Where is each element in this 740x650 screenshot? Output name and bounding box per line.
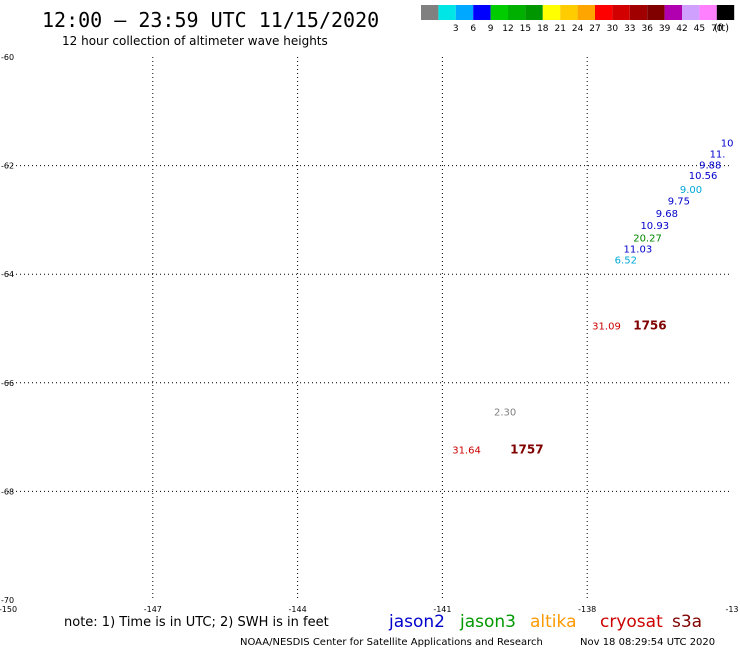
wave-height-point: 6.52 — [615, 255, 637, 266]
scale-swatch — [612, 5, 630, 20]
y-tick-label: -70 — [1, 596, 14, 605]
pass-number-label: 1756 — [633, 319, 666, 333]
scale-label: 3 — [453, 24, 459, 34]
scale-label: 27 — [589, 24, 600, 34]
scale-label: 42 — [676, 24, 687, 34]
wave-height-point: 9.75 — [668, 197, 690, 208]
scale-label: 30 — [607, 24, 619, 34]
axis-ticks: -150 -147 -144 -141 -138 -13 -60 -62 -64 -66 -68 -7… — [0, 53, 739, 614]
scale-label: 9 — [488, 24, 494, 34]
x-tick-label: -138 — [578, 605, 596, 614]
wave-height-point: 10.56 — [689, 171, 718, 182]
y-tick-label: -60 — [1, 53, 14, 62]
map-grid — [8, 57, 732, 600]
scale-swatch — [525, 5, 543, 20]
x-tick-label: -141 — [433, 605, 451, 614]
satellite-legend-item: altika — [530, 612, 577, 632]
x-tick-label: -147 — [144, 605, 162, 614]
scale-swatch — [699, 5, 717, 20]
scale-label: 70 — [711, 24, 723, 34]
wave-height-point: 20.27 — [633, 234, 662, 245]
satellite-legend-item: cryosat — [600, 612, 663, 632]
footer-note: note: 1) Time is in UTC; 2) SWH is in fe… — [64, 615, 329, 630]
pass-number-label: 1757 — [510, 442, 543, 456]
wave-height-point: 31.64 — [452, 445, 481, 456]
x-tick-label: -144 — [289, 605, 307, 614]
color-scale-legend: 3 6 9 12 15 18 21 24 27 30 33 36 39 42 45 70 — [421, 5, 735, 34]
y-tick-label: -62 — [1, 162, 14, 171]
wave-height-point: 2.30 — [494, 407, 516, 418]
wave-height-point: 11. — [710, 149, 726, 160]
scale-label: 36 — [641, 24, 653, 34]
wave-height-point: 11.03 — [624, 244, 653, 255]
scale-label: 45 — [694, 24, 705, 34]
scale-label: 18 — [537, 24, 549, 34]
x-tick-label: -150 — [0, 605, 17, 614]
scale-swatch — [595, 5, 613, 20]
satellite-legend: jason2 jason3 altika cryosat s3a — [388, 612, 702, 632]
scale-swatch — [438, 5, 456, 20]
wave-height-point: 9.88 — [699, 160, 721, 171]
scale-swatch — [490, 5, 508, 20]
scale-swatch — [421, 5, 439, 20]
scale-label: 39 — [659, 24, 671, 34]
wave-height-point: 9.00 — [680, 185, 702, 196]
wave-height-point: 31.09 — [592, 322, 621, 333]
wave-height-point: 10 — [721, 139, 734, 150]
footer-timestamp: Nov 18 08:29:54 UTC 2020 — [580, 637, 715, 648]
scale-unit: (ft) — [714, 23, 729, 34]
scale-swatch — [577, 5, 595, 20]
chart-title: 12:00 – 23:59 UTC 11/15/2020 — [42, 8, 379, 32]
scale-label: 12 — [502, 24, 513, 34]
scale-swatch — [542, 5, 561, 20]
scale-swatch — [629, 5, 648, 20]
satellite-legend-item: s3a — [672, 612, 702, 632]
wave-height-point: 10.93 — [640, 221, 669, 232]
footer-credit: NOAA/NESDIS Center for Satellite Applica… — [240, 637, 543, 648]
wave-height-point: 9.68 — [656, 209, 678, 220]
y-tick-label: -68 — [1, 487, 14, 496]
scale-label: 15 — [520, 24, 531, 34]
scale-label: 33 — [624, 24, 635, 34]
scale-swatch — [560, 5, 578, 20]
scale-swatch — [647, 5, 665, 20]
chart-subtitle: 12 hour collection of altimeter wave hei… — [62, 34, 328, 48]
scale-swatch — [473, 5, 491, 20]
scale-swatch — [682, 5, 700, 20]
scale-swatch — [455, 5, 474, 20]
scale-swatch — [664, 5, 682, 20]
scale-swatch — [508, 5, 526, 20]
x-tick-label: -13 — [725, 605, 738, 614]
scale-label: 6 — [470, 24, 476, 34]
satellite-legend-item: jason3 — [459, 612, 516, 632]
satellite-legend-item: jason2 — [388, 612, 445, 632]
scale-swatch — [716, 5, 735, 20]
y-tick-label: -66 — [1, 379, 14, 388]
scale-label: 21 — [554, 24, 565, 34]
scale-label: 24 — [572, 24, 584, 34]
y-tick-label: -64 — [1, 270, 14, 279]
